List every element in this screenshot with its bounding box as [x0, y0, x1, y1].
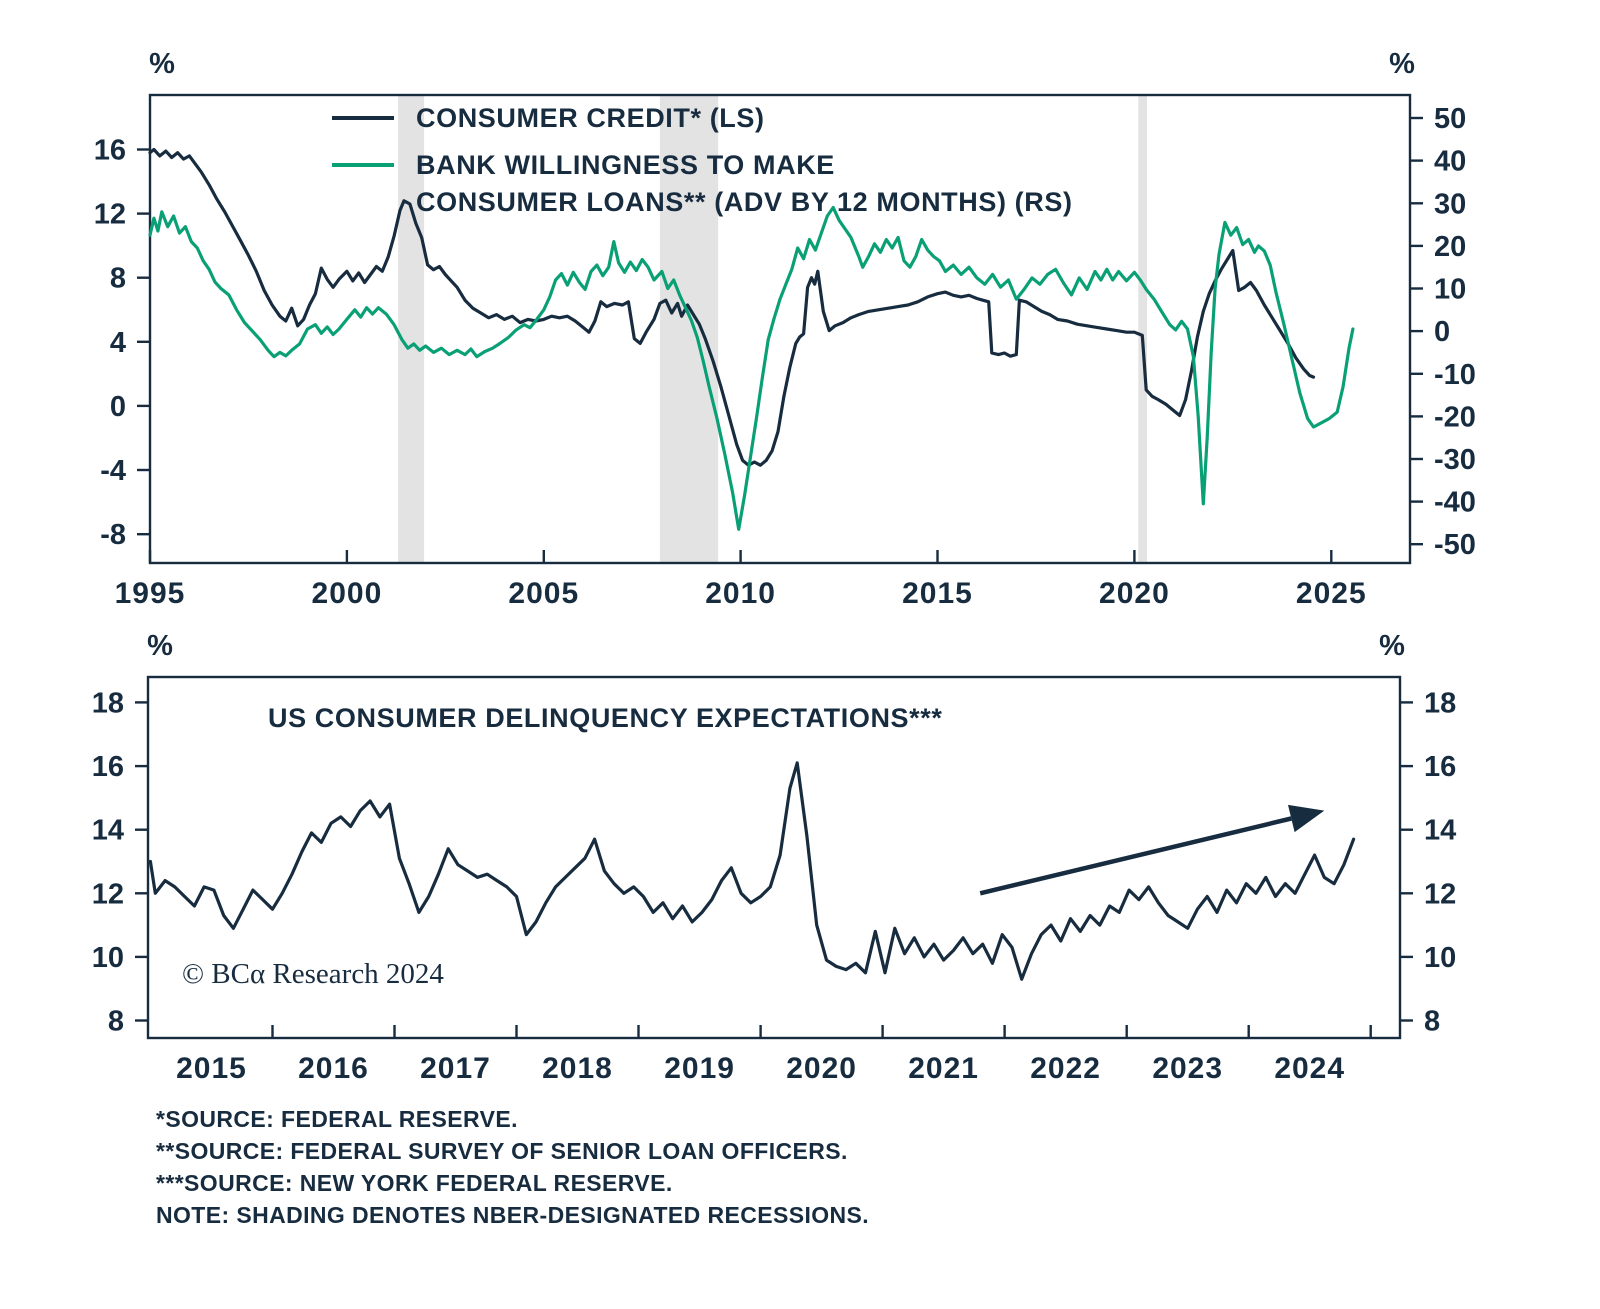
- right-y-tick-label: -20: [1434, 401, 1476, 433]
- x-tick-label: 2015: [902, 577, 973, 610]
- right-axis-unit-label: %: [1379, 630, 1405, 662]
- x-tick-label: 2020: [786, 1052, 857, 1085]
- footnote-source-1: *SOURCE: FEDERAL RESERVE.: [156, 1106, 518, 1132]
- left-y-tick-label: 14: [92, 815, 124, 847]
- x-tick-label: 1995: [115, 577, 186, 610]
- chart-legend: CONSUMER CREDIT* (LS) BANK WILLINGNESS T…: [332, 100, 1073, 231]
- left-y-tick-label: 16: [94, 135, 126, 167]
- x-tick-label: 2023: [1152, 1052, 1223, 1085]
- left-y-tick-label: 8: [110, 263, 126, 295]
- x-tick-label: 2019: [664, 1052, 735, 1085]
- right-y-tick-label: 0: [1434, 316, 1450, 348]
- right-y-tick-label: 12: [1424, 878, 1456, 910]
- right-y-tick-label: 10: [1434, 274, 1466, 306]
- right-y-tick-label: 14: [1424, 815, 1456, 847]
- left-y-tick-label: 12: [94, 199, 126, 231]
- x-tick-label: 2018: [542, 1052, 613, 1085]
- legend-item-consumer-credit: CONSUMER CREDIT* (LS): [332, 100, 1073, 137]
- legend-swatch-navy-line: [332, 116, 394, 120]
- x-tick-label: 2025: [1296, 577, 1367, 610]
- recession-band: [1138, 95, 1147, 563]
- right-y-tick-label: 30: [1434, 188, 1466, 220]
- legend-swatch-green-line: [332, 163, 394, 167]
- x-tick-label: 2016: [298, 1052, 369, 1085]
- trend-arrow-line: [979, 816, 1292, 896]
- footnotes: *SOURCE: FEDERAL RESERVE. **SOURCE: FEDE…: [156, 1103, 869, 1231]
- x-tick-label: 2020: [1099, 577, 1170, 610]
- left-axis-unit-label: %: [149, 48, 175, 80]
- series-line-left: [148, 147, 1316, 467]
- right-axis-unit-label: %: [1389, 48, 1415, 80]
- right-y-tick-label: -50: [1434, 529, 1476, 561]
- left-y-tick-label: 8: [108, 1006, 124, 1038]
- left-y-tick-label: -8: [100, 519, 126, 551]
- legend-label-bank-willingness-line1: BANK WILLINGNESS TO MAKE: [416, 150, 835, 180]
- right-y-tick-label: 8: [1424, 1006, 1440, 1038]
- recession-band: [659, 95, 719, 563]
- chart-panel-us-consumer-delinquency-expectations: 18 16 14 12 10 8 18 16 14 12 10 8% % 2015 2016 2017 2018…: [92, 630, 1457, 1085]
- legend-label-bank-willingness-line2: CONSUMER LOANS** (ADV BY 12 MONTHS) (RS): [416, 187, 1073, 217]
- right-y-tick-label: 40: [1434, 146, 1466, 178]
- x-tick-label: 2000: [312, 577, 383, 610]
- right-y-tick-label: -40: [1434, 487, 1476, 519]
- trend-arrow-head: [1288, 804, 1325, 833]
- x-tick-label: 2022: [1030, 1052, 1101, 1085]
- x-tick-label: 2021: [908, 1052, 979, 1085]
- right-y-tick-label: 10: [1424, 942, 1456, 974]
- left-y-tick-label: -4: [100, 455, 126, 487]
- x-tick-label: 2017: [420, 1052, 491, 1085]
- left-y-tick-label: 12: [92, 878, 124, 910]
- copyright-notice: © BCα Research 2024: [182, 958, 444, 990]
- legend-label-consumer-credit: CONSUMER CREDIT* (LS): [416, 103, 765, 133]
- right-y-tick-label: -10: [1434, 359, 1476, 391]
- right-y-tick-label: 50: [1434, 103, 1466, 135]
- left-y-tick-label: 16: [92, 751, 124, 783]
- right-y-tick-label: 16: [1424, 751, 1456, 783]
- footnote-source-3: ***SOURCE: NEW YORK FEDERAL RESERVE.: [156, 1170, 673, 1196]
- left-y-tick-label: 4: [110, 327, 126, 359]
- legend-item-bank-willingness: BANK WILLINGNESS TO MAKE CONSUMER LOANS*…: [332, 147, 1073, 221]
- recession-band: [398, 95, 425, 563]
- left-y-tick-label: 18: [92, 687, 124, 719]
- x-tick-label: 2010: [705, 577, 776, 610]
- bottom-chart-title: US CONSUMER DELINQUENCY EXPECTATIONS***: [268, 703, 943, 733]
- right-y-tick-label: -30: [1434, 444, 1476, 476]
- x-tick-label: 2015: [176, 1052, 247, 1085]
- left-axis-unit-label: %: [147, 630, 173, 662]
- series-line-left: [148, 761, 1356, 981]
- footnote-note-shading: NOTE: SHADING DENOTES NBER-DESIGNATED RE…: [156, 1202, 870, 1228]
- left-y-tick-label: 0: [110, 391, 126, 423]
- right-y-tick-label: 20: [1434, 231, 1466, 263]
- plot-frame: [146, 675, 1402, 1040]
- plot-frame: [148, 93, 1412, 565]
- x-tick-label: 2005: [508, 577, 579, 610]
- series-line-right: [148, 205, 1355, 531]
- right-y-tick-label: 18: [1424, 687, 1456, 719]
- x-tick-label: 2024: [1274, 1052, 1345, 1085]
- left-y-tick-label: 10: [92, 942, 124, 974]
- footnote-source-2: **SOURCE: FEDERAL SURVEY OF SENIOR LOAN …: [156, 1138, 848, 1164]
